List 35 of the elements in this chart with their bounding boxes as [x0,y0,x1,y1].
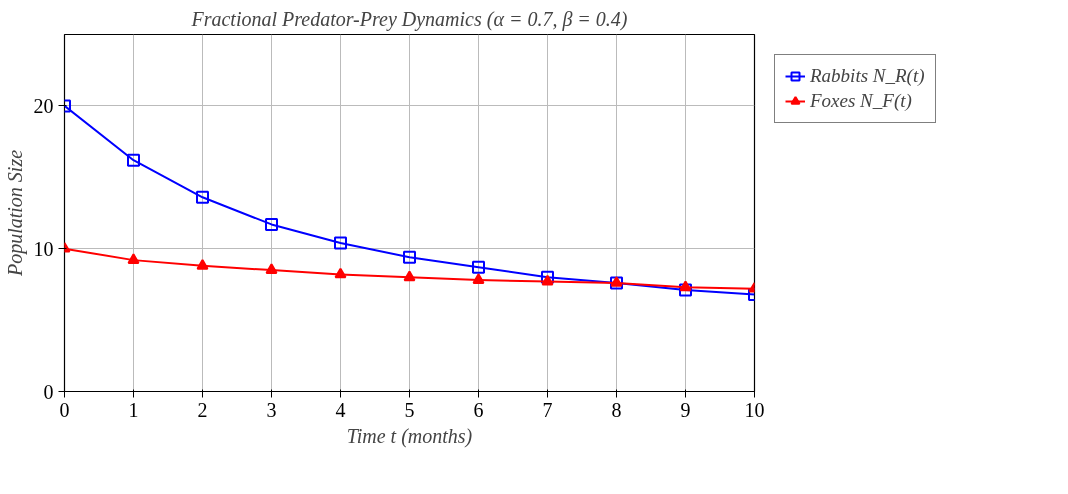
point [265,217,278,231]
legend-label: Rabbits N_R(t) [810,65,925,87]
x-tick-label: 7 [542,398,553,421]
point [196,190,209,204]
y-axis-title: Population Size [3,149,27,278]
point [196,259,209,270]
point [403,250,416,264]
x-tick-label: 6 [473,398,484,421]
x-tick-label: 0 [59,398,70,421]
point [679,283,692,297]
point [541,274,554,286]
x-tick-label: 3 [266,398,277,421]
point [265,263,278,275]
x-tick-label: 8 [611,398,622,421]
point [679,280,692,292]
chart-title: Fractional Predator-Prey Dynamics (α = 0.7, β = 0.4) [190,7,628,31]
y-tick-label: 10 [33,237,54,260]
point [403,270,416,282]
legend-label: Foxes N_F(t) [810,90,912,112]
x-axis-title: Time t (months) [346,424,473,448]
point [334,267,347,279]
x-tick-label: 10 [744,398,765,421]
point [127,253,140,265]
x-tick-label: 4 [335,398,346,421]
x-tick-label: 1 [128,398,139,421]
x-tick-label: 2 [197,398,208,421]
y-tick-label: 20 [33,94,54,117]
x-tick-label: 9 [680,398,691,421]
point [127,153,140,167]
point [334,236,347,250]
point [472,260,485,274]
y-tick-label: 0 [43,380,54,403]
point [472,273,485,284]
x-tick-label: 5 [404,398,415,421]
point [541,270,554,284]
